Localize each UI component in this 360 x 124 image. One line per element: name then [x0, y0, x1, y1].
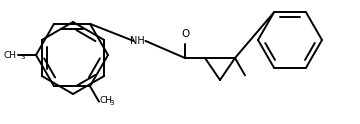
Text: CH: CH — [100, 96, 113, 105]
Text: NH: NH — [130, 36, 145, 46]
Text: O: O — [181, 29, 189, 39]
Text: 3: 3 — [21, 54, 25, 60]
Text: 3: 3 — [109, 100, 113, 106]
Text: CH: CH — [4, 50, 17, 60]
